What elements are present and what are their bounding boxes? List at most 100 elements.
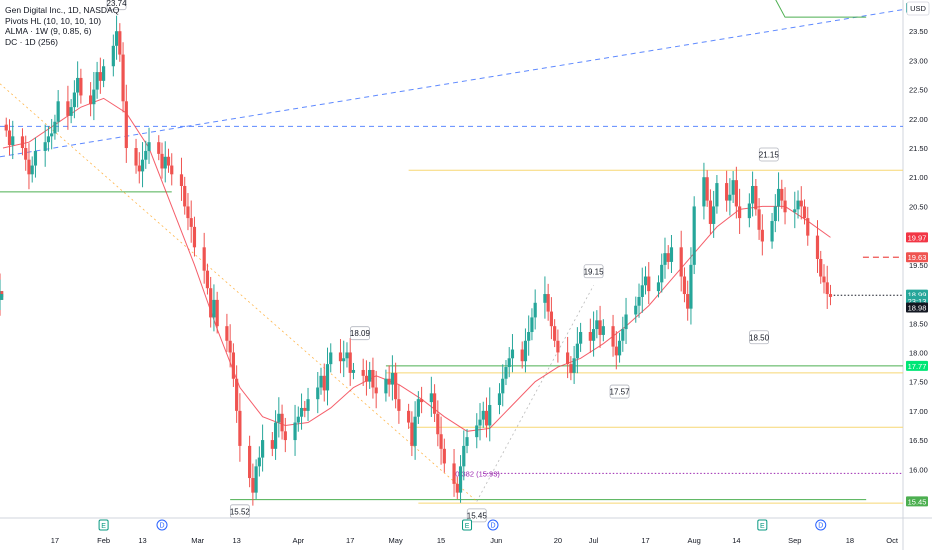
candle-body [124, 101, 128, 149]
x-tick-label: Apr [292, 536, 304, 545]
pivot-callout-box [749, 330, 769, 345]
candle [634, 296, 638, 323]
price-tag-label: 18.99 [908, 291, 927, 300]
candle-body [429, 393, 433, 403]
candle-body [387, 378, 391, 385]
candle-body [270, 440, 274, 449]
candle-body [390, 372, 394, 385]
candle [76, 61, 80, 108]
candle-body [523, 340, 528, 362]
legend-alma[interactable]: ALMA · 1W (9, 0.85, 6) [5, 26, 92, 36]
candle [611, 314, 615, 357]
candle [4, 117, 8, 137]
candle [296, 406, 300, 432]
earnings-event-icon[interactable]: E [462, 519, 473, 531]
candle [72, 80, 76, 119]
candle [799, 186, 803, 220]
pivot-callout-box [466, 508, 487, 523]
candles [0, 15, 833, 506]
candle [640, 267, 644, 313]
dividend-event-icon[interactable]: D [156, 519, 168, 531]
dividend-event-icon[interactable]: D [487, 519, 499, 531]
candle-body [546, 294, 550, 312]
candle [543, 276, 547, 319]
candle [689, 247, 693, 325]
candle-body [183, 185, 187, 207]
candle [56, 90, 60, 132]
candle-body [257, 457, 261, 467]
candle-body [280, 413, 284, 432]
candle-body [303, 407, 307, 411]
candle [316, 371, 320, 414]
x-tick-label: Jun [490, 536, 502, 545]
candle-body [348, 352, 352, 373]
candle [734, 166, 738, 219]
candle-body [507, 358, 511, 368]
candle-body [663, 253, 667, 265]
candle-body [202, 247, 206, 271]
candle [0, 279, 4, 310]
pivot-callout-label: 15.45 [467, 511, 488, 520]
candle [484, 397, 489, 438]
candle-body [614, 346, 618, 356]
candle-body [825, 282, 829, 295]
candle-body [338, 352, 343, 362]
candle-body [543, 294, 547, 303]
candle [520, 341, 524, 369]
legend-dc[interactable]: DC · 1D (256) [5, 36, 58, 47]
candle-body [20, 136, 25, 149]
candle [738, 188, 742, 234]
candle-body [705, 177, 709, 201]
candle-body [192, 226, 197, 248]
pivot-callout: 15.52 [230, 504, 250, 519]
dividend-letter: D [490, 523, 495, 530]
pivot-callout: 18.09 [350, 326, 371, 341]
candle-body [647, 276, 651, 292]
candle-body [828, 294, 833, 297]
candle [546, 283, 550, 321]
candle [530, 308, 534, 341]
y-tick-label: 22.00 [909, 115, 928, 124]
candle [397, 384, 401, 424]
candle [189, 200, 193, 243]
candle-body [254, 466, 258, 493]
candle [101, 59, 106, 88]
earnings-event-icon[interactable]: E [757, 519, 768, 531]
candle [702, 162, 706, 220]
candle-body [416, 399, 420, 417]
pivot-callout-label: 18.50 [749, 333, 770, 342]
alma-line [2, 97, 831, 432]
candle [238, 393, 242, 462]
candle-body [679, 247, 683, 277]
y-tick-label: 17.00 [909, 407, 928, 416]
candle-body [682, 276, 687, 295]
legend-symbol[interactable]: Gen Digital Inc., 1D, NASDAQ [5, 5, 120, 15]
candle-body [462, 445, 466, 467]
candle [595, 310, 599, 339]
price-tag-label: 19.63 [908, 253, 927, 262]
candle [46, 126, 51, 152]
earnings-badge [462, 519, 473, 531]
candle-body [793, 209, 797, 213]
candle [160, 142, 164, 179]
candle-body [205, 270, 210, 289]
candle [815, 220, 820, 273]
dividend-event-icon[interactable]: D [815, 519, 827, 531]
candle [257, 446, 261, 477]
candle-body [708, 200, 713, 224]
candle [235, 365, 239, 423]
earnings-event-icon[interactable]: E [98, 519, 109, 531]
candle [413, 401, 417, 460]
candle-body [163, 156, 167, 169]
y-tick-label: 18.00 [909, 348, 928, 357]
candle [306, 387, 310, 421]
legend-pivots[interactable]: Pivots HL (10, 10, 10, 10) [5, 15, 102, 26]
candle-body [325, 364, 330, 391]
candle [533, 289, 537, 330]
y-tick-label: 16.00 [909, 465, 928, 474]
candle-body [374, 387, 378, 394]
candle [248, 435, 252, 488]
price-tag: 19.97 [906, 232, 928, 243]
